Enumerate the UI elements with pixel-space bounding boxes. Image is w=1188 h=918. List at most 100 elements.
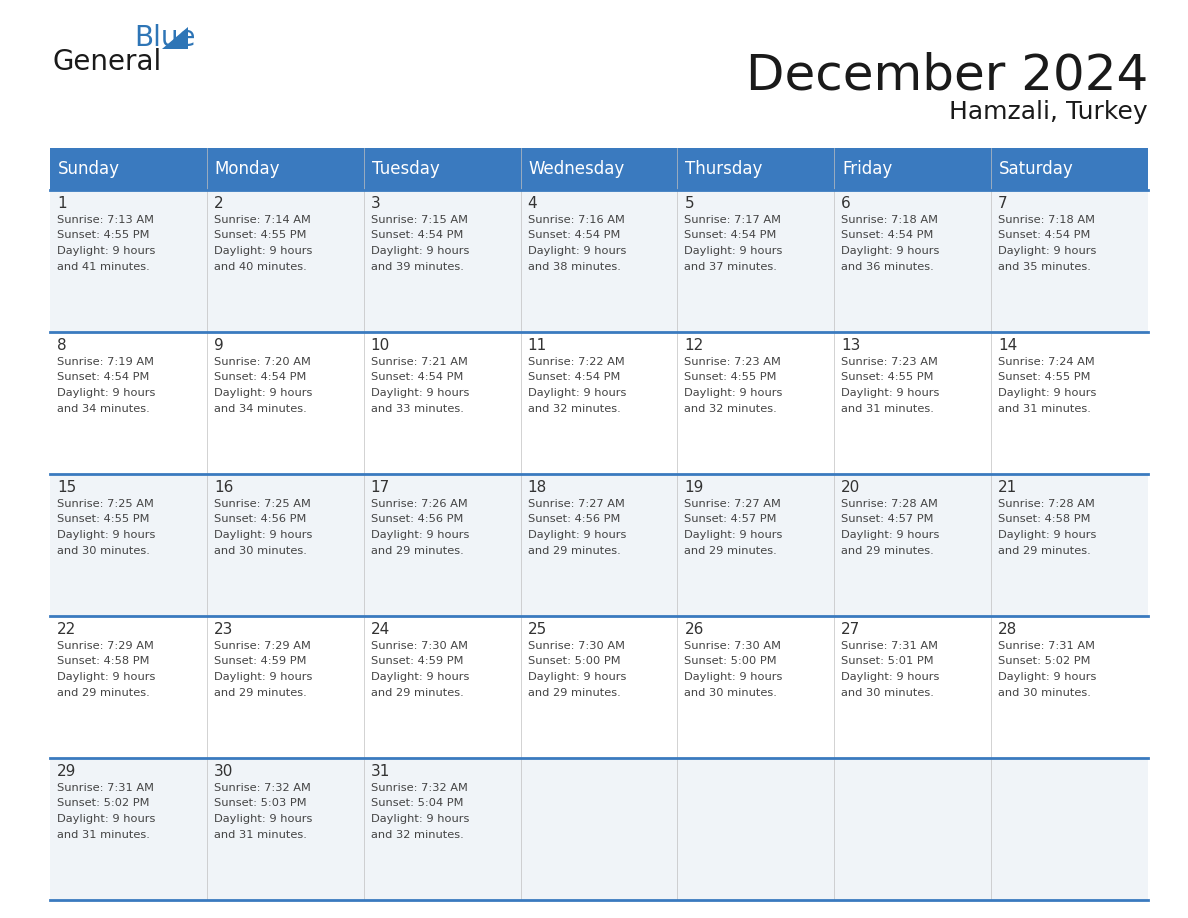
Text: Sunrise: 7:32 AM: Sunrise: 7:32 AM — [214, 783, 311, 793]
Text: Sunrise: 7:19 AM: Sunrise: 7:19 AM — [57, 357, 154, 367]
Text: Daylight: 9 hours: Daylight: 9 hours — [214, 388, 312, 398]
Text: and 29 minutes.: and 29 minutes. — [214, 688, 307, 698]
Bar — [207, 148, 364, 190]
Text: 29: 29 — [57, 764, 76, 779]
Text: 16: 16 — [214, 480, 233, 495]
Text: Sunrise: 7:24 AM: Sunrise: 7:24 AM — [998, 357, 1095, 367]
Text: Sunset: 4:56 PM: Sunset: 4:56 PM — [214, 514, 307, 524]
Text: Sunrise: 7:20 AM: Sunrise: 7:20 AM — [214, 357, 311, 367]
Text: Sunrise: 7:14 AM: Sunrise: 7:14 AM — [214, 215, 311, 225]
Text: Daylight: 9 hours: Daylight: 9 hours — [214, 814, 312, 824]
Text: Blue: Blue — [134, 24, 196, 52]
Text: Tuesday: Tuesday — [372, 160, 440, 178]
Text: Sunrise: 7:23 AM: Sunrise: 7:23 AM — [684, 357, 782, 367]
Text: and 31 minutes.: and 31 minutes. — [214, 830, 307, 839]
Bar — [50, 148, 207, 190]
Text: Sunset: 4:55 PM: Sunset: 4:55 PM — [998, 373, 1091, 383]
Text: Daylight: 9 hours: Daylight: 9 hours — [684, 246, 783, 256]
Text: Daylight: 9 hours: Daylight: 9 hours — [371, 246, 469, 256]
Text: Sunset: 4:59 PM: Sunset: 4:59 PM — [214, 656, 307, 666]
Text: and 29 minutes.: and 29 minutes. — [841, 545, 934, 555]
Text: Sunset: 4:54 PM: Sunset: 4:54 PM — [527, 373, 620, 383]
Text: Sunset: 4:58 PM: Sunset: 4:58 PM — [998, 514, 1091, 524]
Text: Sunrise: 7:32 AM: Sunrise: 7:32 AM — [371, 783, 468, 793]
Text: Daylight: 9 hours: Daylight: 9 hours — [684, 388, 783, 398]
Text: Thursday: Thursday — [685, 160, 763, 178]
Bar — [50, 616, 1148, 758]
Text: Daylight: 9 hours: Daylight: 9 hours — [841, 530, 940, 540]
Text: 10: 10 — [371, 338, 390, 353]
Text: Daylight: 9 hours: Daylight: 9 hours — [371, 814, 469, 824]
Text: Sunrise: 7:28 AM: Sunrise: 7:28 AM — [841, 499, 939, 509]
Bar — [50, 758, 1148, 900]
Text: Daylight: 9 hours: Daylight: 9 hours — [527, 672, 626, 682]
Polygon shape — [162, 27, 188, 49]
Text: Sunset: 4:57 PM: Sunset: 4:57 PM — [684, 514, 777, 524]
Text: Wednesday: Wednesday — [529, 160, 625, 178]
Text: Sunrise: 7:18 AM: Sunrise: 7:18 AM — [841, 215, 939, 225]
Bar — [364, 148, 520, 190]
Text: Sunset: 4:54 PM: Sunset: 4:54 PM — [684, 230, 777, 241]
Text: Sunset: 4:55 PM: Sunset: 4:55 PM — [57, 230, 150, 241]
Text: Daylight: 9 hours: Daylight: 9 hours — [527, 530, 626, 540]
Text: Sunrise: 7:17 AM: Sunrise: 7:17 AM — [684, 215, 782, 225]
Text: Sunset: 4:55 PM: Sunset: 4:55 PM — [57, 514, 150, 524]
Text: Sunset: 4:58 PM: Sunset: 4:58 PM — [57, 656, 150, 666]
Text: 6: 6 — [841, 196, 851, 211]
Text: 15: 15 — [57, 480, 76, 495]
Text: and 41 minutes.: and 41 minutes. — [57, 262, 150, 272]
Text: Daylight: 9 hours: Daylight: 9 hours — [214, 246, 312, 256]
Text: Daylight: 9 hours: Daylight: 9 hours — [684, 530, 783, 540]
Text: 14: 14 — [998, 338, 1017, 353]
Text: and 30 minutes.: and 30 minutes. — [684, 688, 777, 698]
Text: 8: 8 — [57, 338, 67, 353]
Text: 12: 12 — [684, 338, 703, 353]
Text: Sunset: 5:02 PM: Sunset: 5:02 PM — [998, 656, 1091, 666]
Text: and 30 minutes.: and 30 minutes. — [214, 545, 307, 555]
Text: General: General — [52, 48, 162, 76]
Text: 17: 17 — [371, 480, 390, 495]
Text: 7: 7 — [998, 196, 1007, 211]
Text: 28: 28 — [998, 622, 1017, 637]
Text: Daylight: 9 hours: Daylight: 9 hours — [57, 388, 156, 398]
Text: Daylight: 9 hours: Daylight: 9 hours — [841, 388, 940, 398]
Text: Saturday: Saturday — [999, 160, 1074, 178]
Text: and 37 minutes.: and 37 minutes. — [684, 262, 777, 272]
Text: Daylight: 9 hours: Daylight: 9 hours — [57, 246, 156, 256]
Text: and 29 minutes.: and 29 minutes. — [998, 545, 1091, 555]
Text: Sunset: 5:04 PM: Sunset: 5:04 PM — [371, 799, 463, 809]
Text: and 32 minutes.: and 32 minutes. — [371, 830, 463, 839]
Text: Sunset: 4:59 PM: Sunset: 4:59 PM — [371, 656, 463, 666]
Text: Sunrise: 7:27 AM: Sunrise: 7:27 AM — [684, 499, 782, 509]
Text: 20: 20 — [841, 480, 860, 495]
Bar — [677, 148, 834, 190]
Bar — [50, 190, 1148, 332]
Text: Sunset: 4:54 PM: Sunset: 4:54 PM — [371, 373, 463, 383]
Text: Sunrise: 7:29 AM: Sunrise: 7:29 AM — [214, 641, 311, 651]
Text: Sunrise: 7:28 AM: Sunrise: 7:28 AM — [998, 499, 1095, 509]
Text: and 29 minutes.: and 29 minutes. — [527, 545, 620, 555]
Text: 22: 22 — [57, 622, 76, 637]
Text: Sunset: 4:54 PM: Sunset: 4:54 PM — [527, 230, 620, 241]
Bar — [991, 148, 1148, 190]
Text: Monday: Monday — [215, 160, 280, 178]
Text: Sunrise: 7:26 AM: Sunrise: 7:26 AM — [371, 499, 467, 509]
Text: Daylight: 9 hours: Daylight: 9 hours — [684, 672, 783, 682]
Text: and 33 minutes.: and 33 minutes. — [371, 404, 463, 413]
Text: 1: 1 — [57, 196, 67, 211]
Bar — [834, 148, 991, 190]
Text: Friday: Friday — [842, 160, 892, 178]
Text: 5: 5 — [684, 196, 694, 211]
Text: Sunset: 5:00 PM: Sunset: 5:00 PM — [527, 656, 620, 666]
Text: Sunrise: 7:31 AM: Sunrise: 7:31 AM — [841, 641, 939, 651]
Text: and 30 minutes.: and 30 minutes. — [998, 688, 1091, 698]
Text: 31: 31 — [371, 764, 390, 779]
Text: Daylight: 9 hours: Daylight: 9 hours — [841, 246, 940, 256]
Text: Daylight: 9 hours: Daylight: 9 hours — [57, 530, 156, 540]
Text: Sunset: 4:57 PM: Sunset: 4:57 PM — [841, 514, 934, 524]
Text: Sunset: 5:00 PM: Sunset: 5:00 PM — [684, 656, 777, 666]
Text: and 29 minutes.: and 29 minutes. — [684, 545, 777, 555]
Text: Sunrise: 7:29 AM: Sunrise: 7:29 AM — [57, 641, 154, 651]
Text: Sunday: Sunday — [58, 160, 120, 178]
Text: Sunset: 5:01 PM: Sunset: 5:01 PM — [841, 656, 934, 666]
